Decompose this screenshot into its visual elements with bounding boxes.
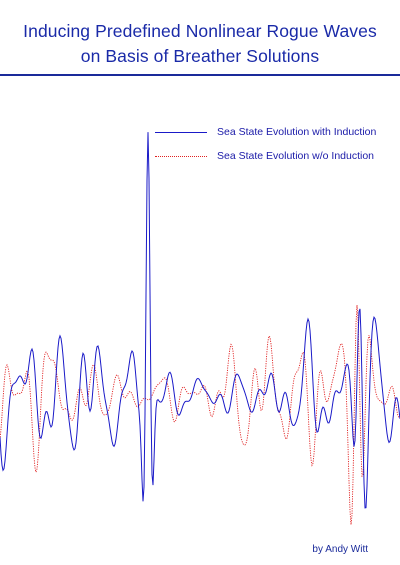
legend-swatch-dotted xyxy=(155,156,207,157)
title-line-1: Inducing Predefined Nonlinear Rogue Wave… xyxy=(23,21,377,41)
title-line-2: on Basis of Breather Solutions xyxy=(80,46,320,66)
author-credit: by Andy Witt xyxy=(312,544,368,555)
wave-without-induction xyxy=(0,305,400,525)
legend-swatch-solid xyxy=(155,132,207,133)
wave-with-induction xyxy=(0,132,400,509)
title-block: Inducing Predefined Nonlinear Rogue Wave… xyxy=(0,0,400,76)
legend: Sea State Evolution with Induction Sea S… xyxy=(155,124,395,168)
legend-label-with-induction: Sea State Evolution with Induction xyxy=(217,126,377,138)
legend-label-without-induction: Sea State Evolution w/o Induction xyxy=(217,150,375,162)
legend-entry-without-induction: Sea State Evolution w/o Induction xyxy=(155,148,395,164)
legend-entry-with-induction: Sea State Evolution with Induction xyxy=(155,124,395,140)
